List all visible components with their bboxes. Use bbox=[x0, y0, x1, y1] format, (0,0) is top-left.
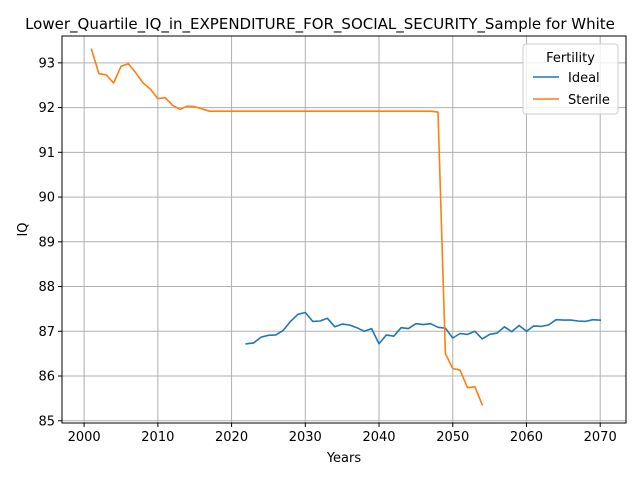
legend-label-ideal: Ideal bbox=[568, 71, 600, 86]
x-tick-label: 2050 bbox=[436, 430, 469, 445]
x-axis-ticks: 2000 2010 2020 2030 2040 2050 2060 2070 bbox=[68, 423, 617, 445]
x-tick-label: 2060 bbox=[510, 430, 543, 445]
series-line-sterile bbox=[90, 48, 484, 406]
y-tick-label: 87 bbox=[38, 325, 55, 340]
y-tick-label: 89 bbox=[38, 235, 55, 250]
x-tick-label: 2010 bbox=[141, 430, 174, 445]
y-tick-label: 85 bbox=[38, 414, 55, 429]
x-axis-label: Years bbox=[326, 451, 362, 466]
y-tick-label: 88 bbox=[38, 280, 55, 295]
y-tick-label: 93 bbox=[38, 56, 55, 71]
x-tick-label: 2070 bbox=[584, 430, 617, 445]
legend: Fertility Ideal Sterile bbox=[522, 43, 619, 115]
y-tick-label: 90 bbox=[38, 191, 55, 206]
x-tick-label: 2040 bbox=[362, 430, 395, 445]
legend-label-sterile: Sterile bbox=[568, 93, 610, 108]
x-tick-label: 2020 bbox=[215, 430, 248, 445]
y-axis-label: IQ bbox=[16, 222, 31, 236]
series-line-ideal bbox=[245, 311, 602, 345]
y-tick-label: 86 bbox=[38, 370, 55, 385]
legend-box bbox=[522, 43, 619, 115]
chart-title: Lower_Quartile_IQ_in_EXPENDITURE_FOR_SOC… bbox=[25, 15, 615, 34]
plot-frame bbox=[61, 35, 627, 424]
y-axis-ticks: 85 86 87 88 89 90 91 92 93 bbox=[38, 56, 62, 429]
x-tick-label: 2030 bbox=[289, 430, 322, 445]
plot-series bbox=[90, 48, 602, 406]
y-tick-label: 91 bbox=[38, 146, 55, 161]
x-tick-label: 2000 bbox=[68, 430, 101, 445]
grid-lines bbox=[62, 36, 626, 423]
legend-title: Fertility bbox=[546, 51, 595, 66]
legend-items: Ideal Sterile bbox=[533, 71, 610, 108]
y-tick-label: 92 bbox=[38, 101, 55, 116]
